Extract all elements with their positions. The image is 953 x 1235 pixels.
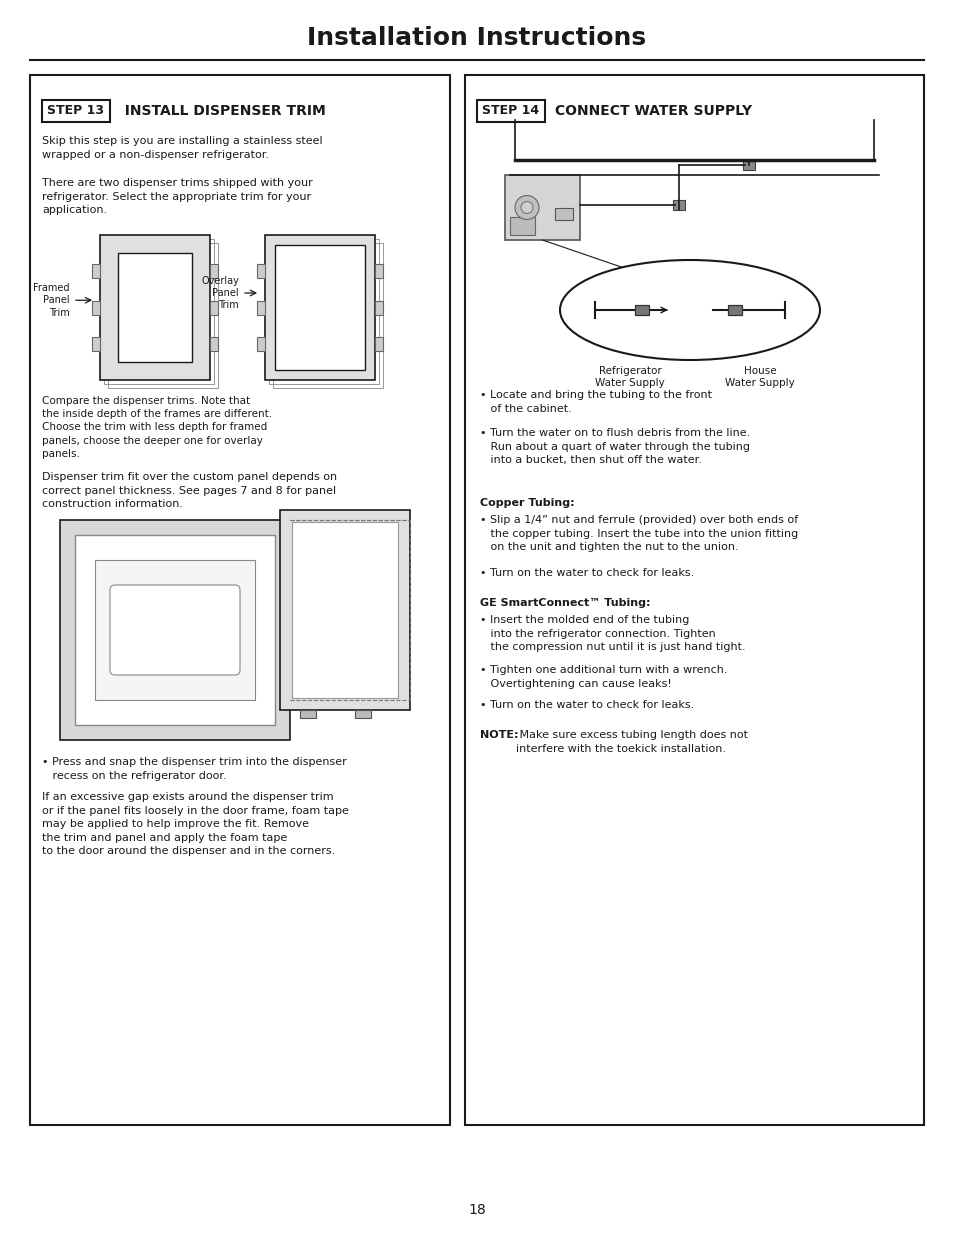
FancyBboxPatch shape [110,585,240,676]
Bar [464,75,923,1125]
Text: • Turn on the water to check for leaks.: • Turn on the water to check for leaks. [479,568,694,578]
Text: Skip this step is you are installing a stainless steel
wrapped or a non-dispense: Skip this step is you are installing a s… [42,136,322,159]
Text: INSTALL DISPENSER TRIM: INSTALL DISPENSER TRIM [115,104,325,119]
Bar [375,337,382,351]
Bar [555,207,573,220]
Text: • Press and snap the dispenser trim into the dispenser
   recess on the refriger: • Press and snap the dispenser trim into… [42,757,346,781]
Text: • Turn the water on to flush debris from the line.
   Run about a quart of water: • Turn the water on to flush debris from… [479,429,749,466]
Text: • Locate and bring the tubing to the front
   of the cabinet.: • Locate and bring the tubing to the fro… [479,390,711,414]
Bar [274,245,365,370]
Text: CONNECT WATER SUPPLY: CONNECT WATER SUPPLY [550,104,751,119]
Text: NOTE:: NOTE: [479,730,518,740]
Bar [91,264,100,278]
Text: House
Water Supply: House Water Supply [724,366,794,388]
Bar [256,337,265,351]
Bar [108,243,218,388]
Text: There are two dispenser trims shipped with your
refrigerator. Select the appropr: There are two dispenser trims shipped wi… [42,178,313,215]
Bar [256,300,265,315]
Text: • Turn on the water to check for leaks.: • Turn on the water to check for leaks. [479,700,694,710]
Text: Framed
Panel
Trim: Framed Panel Trim [33,283,70,317]
Bar [91,300,100,315]
Bar [100,235,210,380]
Bar [292,522,397,698]
Text: If an excessive gap exists around the dispenser trim
or if the panel fits loosel: If an excessive gap exists around the di… [42,792,349,856]
Text: GE SmartConnect™ Tubing:: GE SmartConnect™ Tubing: [479,598,650,608]
Bar [504,175,579,240]
Bar [42,100,110,122]
Circle shape [515,195,538,220]
Text: Copper Tubing:: Copper Tubing: [479,498,574,508]
Bar [104,240,213,384]
Text: Make sure excess tubing length does not
interfere with the toekick installation.: Make sure excess tubing length does not … [516,730,747,753]
Bar [269,240,378,384]
Text: 18: 18 [468,1203,485,1216]
Text: Dispenser trim fit over the custom panel depends on
correct panel thickness. See: Dispenser trim fit over the custom panel… [42,472,336,509]
Bar [60,520,290,740]
Bar [355,710,371,718]
Bar [476,100,544,122]
Text: STEP 14: STEP 14 [482,105,539,117]
Bar [672,200,684,210]
Bar [273,243,382,388]
Ellipse shape [559,261,820,359]
Bar [95,559,254,700]
Text: • Slip a 1/4” nut and ferrule (provided) over both ends of
   the copper tubing.: • Slip a 1/4” nut and ferrule (provided)… [479,515,798,552]
Bar [210,264,218,278]
Bar [265,235,375,380]
Bar [280,510,410,710]
Bar [256,264,265,278]
Circle shape [520,201,533,214]
Bar [299,710,315,718]
Text: Overlay
Panel
Trim: Overlay Panel Trim [201,275,239,310]
Bar [75,535,274,725]
Bar [118,253,192,362]
Bar [375,300,382,315]
Text: Compare the dispenser trims. Note that
the inside depth of the frames are differ: Compare the dispenser trims. Note that t… [42,396,272,458]
Bar [91,337,100,351]
Bar [375,264,382,278]
Bar [30,75,450,1125]
Bar [210,337,218,351]
Bar [727,305,741,315]
Bar [210,300,218,315]
Text: STEP 13: STEP 13 [48,105,105,117]
Text: Installation Instructions: Installation Instructions [307,26,646,49]
Text: • Tighten one additional turn with a wrench.
   Overtightening can cause leaks!: • Tighten one additional turn with a wre… [479,664,727,689]
Text: • Insert the molded end of the tubing
   into the refrigerator connection. Tight: • Insert the molded end of the tubing in… [479,615,745,652]
Bar [635,305,648,315]
Bar [742,161,754,170]
Bar [510,217,535,235]
Text: Refrigerator
Water Supply: Refrigerator Water Supply [595,366,664,388]
